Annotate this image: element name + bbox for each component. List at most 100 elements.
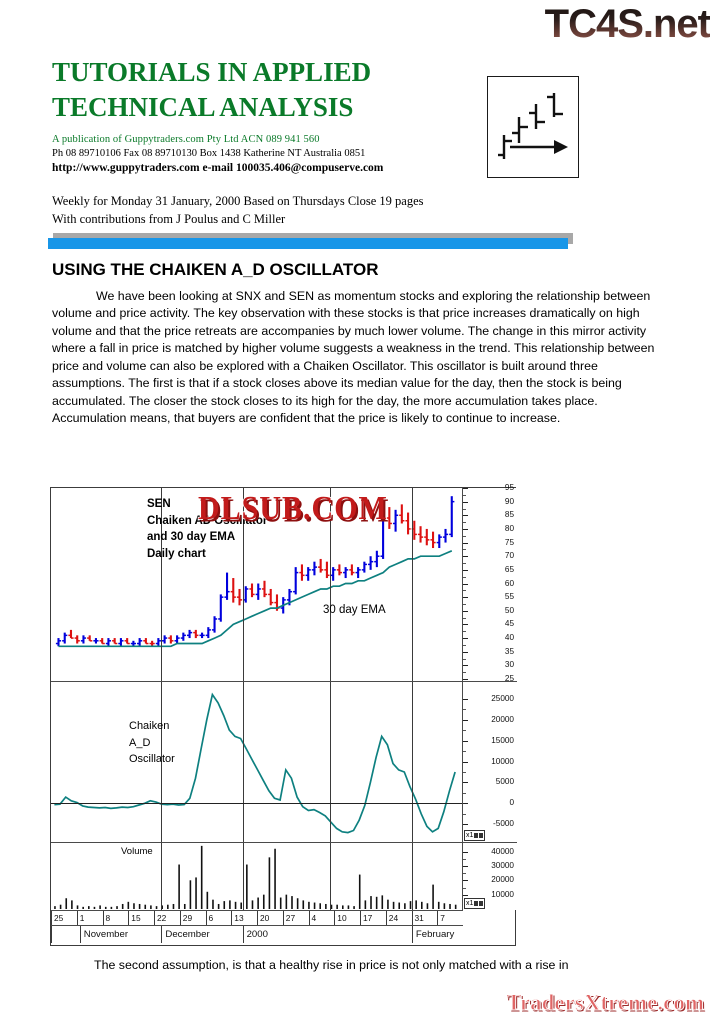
tc4s-brand-logo: TC4S.net (544, 2, 711, 46)
axis-tick (463, 665, 468, 667)
axis-tick-minor (463, 858, 466, 860)
month-label: December (161, 926, 242, 943)
axis-tick-label: 40 (504, 633, 514, 643)
axis-tick (463, 782, 468, 784)
axis-tick (463, 542, 468, 544)
chart-title-line-2: and 30 day EMA (147, 531, 236, 544)
axis-tick-minor (463, 751, 466, 752)
oscillator-plot-area (51, 682, 463, 842)
date-tick: 1 (76, 911, 103, 925)
axis-tick-minor (463, 792, 466, 794)
publisher-line: A publication of Guppytraders.com Pty Lt… (52, 134, 320, 145)
page-title-line1: TUTORIALS IN APPLIED (52, 57, 372, 87)
oscillator-zero-line (51, 803, 463, 805)
axis-tick (463, 698, 468, 700)
publisher-info: A publication of Guppytraders.com Pty Lt… (52, 134, 482, 174)
gridline-1 (242, 682, 244, 842)
month-label: 2000 (242, 926, 412, 943)
axis-tick-minor (463, 494, 466, 496)
axis-tick-label: 75 (504, 537, 514, 547)
axis-tick-label: 45 (504, 619, 514, 629)
axis-tick-label: 50 (504, 605, 514, 615)
axis-tick-label: 10000 (491, 756, 514, 766)
axis-tick-label: -5000 (493, 819, 514, 829)
gridline-3 (411, 843, 413, 910)
axis-tick-label: 95 (504, 483, 514, 492)
month-axis: November December 2000 February (51, 925, 463, 943)
date-axis: 25 1 8 15 22 29 6 13 20 27 4 10 17 24 31 7 (51, 910, 463, 925)
axis-tick-label: 25 (504, 674, 514, 683)
article-body: We have been looking at SNX and SEN as m… (52, 289, 655, 426)
contributors-line: With contributions from J Poulus and C M… (52, 212, 286, 227)
axis-tick (463, 583, 468, 585)
date-tick: 17 (360, 911, 386, 925)
blue-divider-rule (48, 238, 568, 249)
date-tick: 20 (257, 911, 283, 925)
page-title: TUTORIALS IN APPLIED TECHNICAL ANALYSIS (52, 55, 492, 124)
axis-tick (463, 719, 468, 721)
axis-tick-minor (463, 508, 466, 510)
axis-tick-label: 55 (504, 592, 514, 602)
axis-tick (463, 866, 468, 867)
month-label: November (79, 926, 162, 943)
osc-label-line-2: Oscillator (129, 753, 175, 765)
date-tick: 7 (437, 911, 463, 925)
gridline-2 (329, 843, 331, 910)
section-heading: USING THE CHAIKEN A_D OSCILLATOR (52, 260, 379, 279)
axis-tick-label: 5000 (495, 777, 514, 787)
plot-svg (54, 845, 457, 909)
axis-tick-minor (463, 590, 466, 592)
axis-tick-minor (463, 730, 466, 732)
axis-multiplier-badge: x1 (464, 830, 486, 841)
axis-tick (463, 556, 468, 558)
axis-tick-minor (463, 576, 466, 578)
watermark-bottom: TradersXtreme.com (506, 990, 705, 1016)
axis-tick-minor (463, 549, 466, 551)
gridline-1 (242, 843, 244, 910)
date-tick: 22 (154, 911, 180, 925)
date-tick: 8 (102, 911, 129, 925)
plot-svg (54, 692, 456, 834)
axis-tick (463, 740, 468, 742)
axis-tick (463, 851, 468, 853)
axis-tick-minor (463, 535, 466, 537)
axis-tick-label: 85 (504, 510, 514, 520)
axis-tick-minor (463, 563, 466, 564)
axis-tick-label: 15000 (491, 735, 514, 745)
axis-tick-minor (463, 772, 466, 773)
axis-tick-label: 35 (504, 646, 514, 656)
osc-label-line-1: A_D (129, 736, 151, 749)
axis-tick-label: 40000 (491, 846, 514, 856)
axis-tick (463, 624, 468, 626)
page-title-line2: TECHNICAL ANALYSIS (52, 91, 354, 122)
axis-tick-minor (463, 813, 466, 815)
volume-plot-area (51, 843, 463, 910)
date-tick: 29 (179, 911, 206, 925)
chart-title-line-3: Daily chart (147, 548, 206, 561)
axis-tick (463, 515, 468, 517)
axis-tick (463, 569, 468, 571)
gridline-3 (411, 488, 413, 681)
axis-tick-minor (463, 617, 466, 619)
axis-tick (463, 528, 468, 530)
price-plot-area (51, 488, 463, 681)
date-tick: 6 (205, 911, 232, 925)
contact-line: Ph 08 89710106 Fax 08 89710130 Box 1438 … (52, 148, 366, 159)
axis-tick-label: 30000 (491, 861, 514, 870)
axis-tick-minor (463, 644, 466, 646)
issue-line: Weekly for Monday 31 January, 2000 Based… (52, 194, 424, 208)
axis-tick-label: 70 (504, 551, 514, 561)
axis-tick (463, 679, 468, 680)
axis-tick (463, 761, 468, 763)
axis-tick (463, 638, 468, 640)
plot-svg (55, 496, 455, 648)
axis-tick-minor (463, 887, 466, 889)
gridline-1 (242, 488, 244, 681)
gridline-3 (411, 682, 413, 842)
axis-tick-minor (463, 658, 466, 660)
volume-panel: 40000 30000 20000 10000 x1 Volume (51, 842, 517, 910)
chart-title-block: SEN Chaiken AD Oscillator and 30 day EMA… (147, 496, 267, 563)
ascending-bars-svg (498, 93, 568, 159)
gridline-0 (161, 682, 163, 842)
issue-info: Weekly for Monday 31 January, 2000 Based… (52, 192, 522, 228)
